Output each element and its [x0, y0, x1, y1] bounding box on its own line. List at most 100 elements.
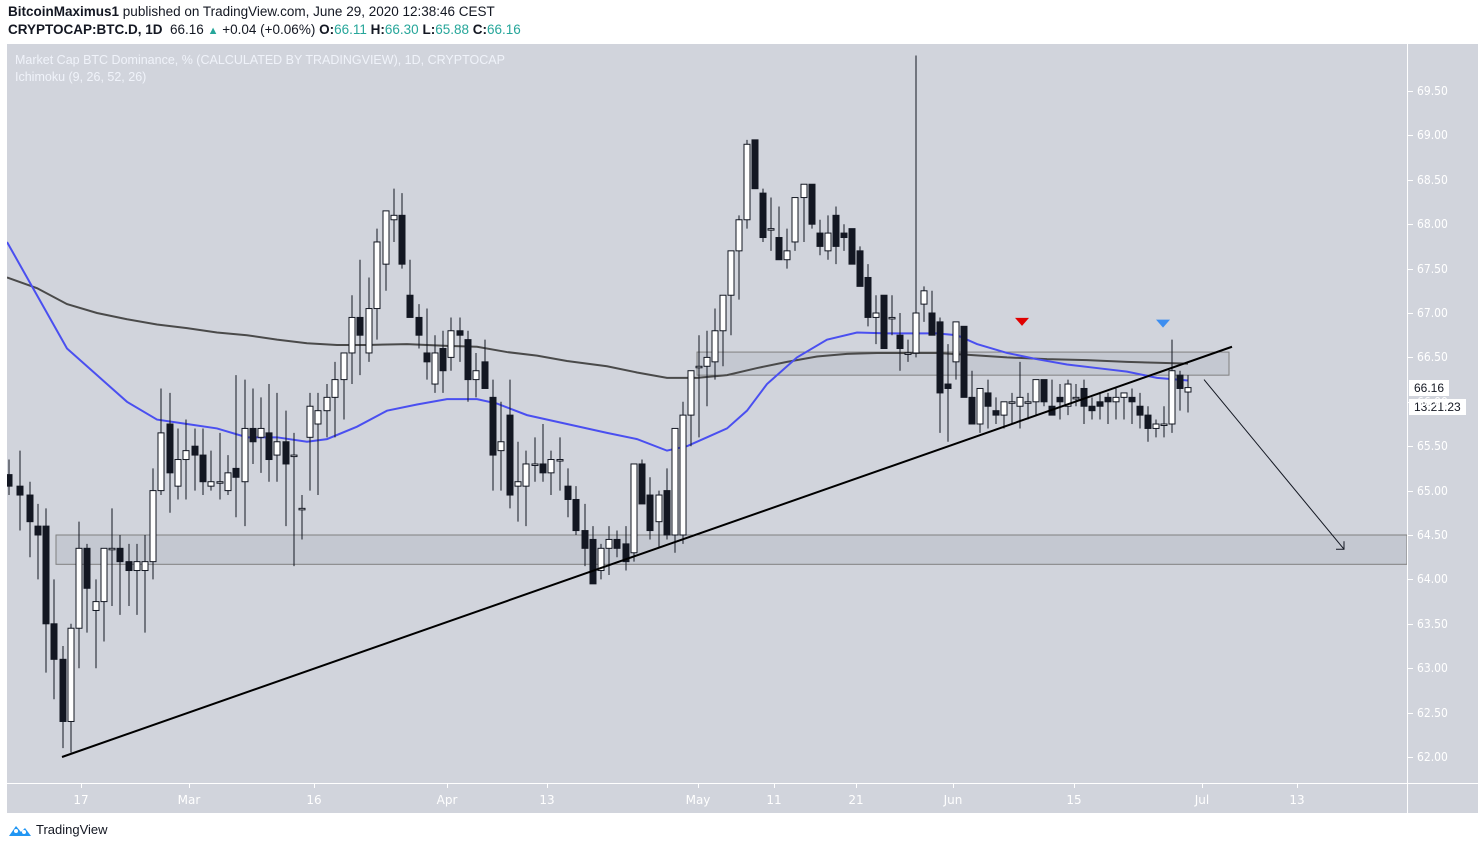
time-tick-label: Apr — [436, 793, 458, 807]
candle-down — [816, 232, 824, 247]
symbol-label: CRYPTOCAP:BTC.D, 1D — [8, 22, 163, 37]
time-tick-label: 21 — [848, 793, 864, 807]
candle-up — [216, 481, 224, 484]
candle-up — [340, 352, 348, 381]
candle-down — [539, 463, 547, 474]
tradingview-footer: TradingView — [8, 822, 108, 837]
open-value: 66.11 — [334, 22, 367, 37]
candle-up — [390, 214, 398, 221]
candle-up — [241, 427, 249, 483]
time-tick-mark — [698, 784, 699, 788]
candle-up — [1152, 423, 1160, 429]
candle-up — [365, 308, 373, 354]
candle-down — [864, 276, 872, 318]
time-tick-label: Mar — [177, 793, 201, 807]
candle-up — [224, 472, 232, 492]
time-tick-label: 11 — [766, 793, 782, 807]
candle-down — [423, 352, 431, 363]
candle-up — [1000, 401, 1008, 416]
candle-down — [1040, 379, 1048, 403]
chart-container[interactable]: Market Cap BTC Dominance, % (CALCULATED … — [7, 44, 1478, 814]
candle-down — [249, 427, 257, 443]
red-down-triangle-icon — [1015, 317, 1029, 326]
candle-down — [282, 441, 290, 465]
candle-down — [7, 474, 13, 487]
candle-up — [791, 197, 799, 243]
candle-down — [50, 623, 58, 660]
candle-down — [775, 237, 783, 261]
candle-up — [174, 459, 182, 487]
candle-down — [896, 334, 904, 350]
candle-up — [373, 241, 381, 310]
time-tick-mark — [1297, 784, 1298, 788]
candle-down — [1104, 396, 1112, 403]
candle-up — [257, 427, 265, 438]
candle-down — [856, 250, 864, 287]
candle-down — [1144, 414, 1152, 429]
time-tick-label: 13 — [539, 793, 555, 807]
candle-up — [711, 330, 719, 363]
candle-up — [888, 316, 896, 320]
candle-down — [506, 414, 514, 496]
candle-up — [1112, 396, 1120, 403]
time-tick-label: Jul — [1194, 793, 1210, 807]
projection-arrow — [1203, 379, 1345, 550]
price-tick-label: 66.50 — [1408, 350, 1448, 364]
candle-down — [16, 485, 24, 496]
candle-up — [514, 481, 522, 487]
candle-down — [928, 312, 936, 336]
price-tick-label: 63.50 — [1408, 617, 1448, 631]
time-tick-label: Jun — [943, 793, 963, 807]
candle-down — [199, 454, 207, 483]
candle-up — [331, 379, 339, 398]
candle-down — [840, 232, 848, 239]
candle-up — [556, 459, 564, 462]
tradingview-brand[interactable]: TradingView — [36, 822, 108, 837]
candle-up — [695, 365, 703, 369]
candle-up — [912, 312, 920, 354]
candle-up — [149, 490, 157, 563]
candle-up — [1184, 387, 1192, 393]
candle-up — [290, 454, 298, 458]
candle-up — [719, 294, 727, 332]
candle-down — [265, 432, 273, 461]
candle-up — [323, 396, 331, 412]
price-tick-label: 69.50 — [1408, 84, 1448, 98]
candle-up — [605, 538, 613, 549]
candle-down — [415, 316, 423, 336]
trendline — [61, 345, 1233, 758]
candle-up — [952, 321, 960, 363]
candle-down — [663, 490, 671, 536]
candle-up — [767, 228, 775, 231]
candle-up — [108, 547, 116, 551]
candle-down — [992, 410, 1000, 416]
time-tick-mark — [1202, 784, 1203, 788]
tradingview-logo-icon — [9, 825, 31, 836]
candle-up — [382, 210, 390, 265]
chart-plot-area[interactable]: Market Cap BTC Dominance, % (CALCULATED … — [7, 44, 1407, 783]
arrow-head-icon — [1336, 541, 1345, 550]
candle-up — [133, 561, 141, 572]
candlestick-chart[interactable] — [7, 44, 1407, 783]
indicator-label[interactable]: Ichimoku (9, 26, 52, 26) — [15, 70, 147, 84]
price-tick-label: 67.50 — [1408, 262, 1448, 276]
candle-up — [273, 441, 281, 456]
ohlc-line: CRYPTOCAP:BTC.D, 1D 66.16 ▲ +0.04 (+0.06… — [8, 21, 521, 40]
price-axis[interactable]: 66.16 13:21:23 69.50 69.00 68.50 68.00 67.50… — [1407, 44, 1478, 783]
candle-up — [298, 507, 306, 511]
author-name[interactable]: BitcoinMaximus1 — [8, 4, 120, 19]
candle-up — [783, 250, 791, 261]
candle-down — [398, 214, 406, 265]
candle-up — [92, 601, 100, 611]
candle-up — [472, 370, 480, 381]
candle-up — [671, 427, 679, 536]
candle-up — [1064, 383, 1072, 407]
price-tick-label: 69.00 — [1408, 128, 1448, 142]
candle-down — [34, 525, 42, 536]
candle-up — [75, 547, 83, 629]
time-tick-mark — [81, 784, 82, 788]
time-axis[interactable]: 17 Mar 16 Apr 13 May 11 21 Jun 15 Jul 13 — [7, 783, 1407, 814]
candle-up — [1072, 396, 1080, 400]
candle-down — [116, 547, 124, 563]
candle-up — [703, 356, 711, 367]
